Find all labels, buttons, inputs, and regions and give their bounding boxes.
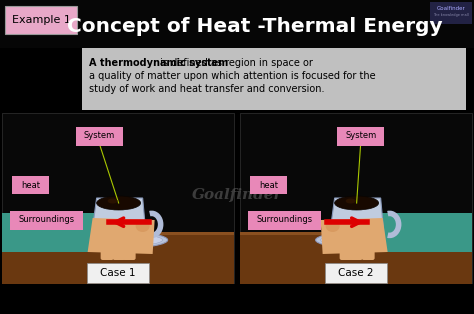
FancyBboxPatch shape xyxy=(248,210,321,230)
FancyBboxPatch shape xyxy=(340,242,353,260)
Bar xyxy=(240,232,472,235)
FancyBboxPatch shape xyxy=(325,263,387,283)
Ellipse shape xyxy=(78,232,168,248)
Ellipse shape xyxy=(82,234,163,246)
Text: heat: heat xyxy=(259,181,279,190)
Polygon shape xyxy=(2,213,98,252)
Bar xyxy=(82,48,466,110)
Bar xyxy=(430,2,472,24)
FancyBboxPatch shape xyxy=(362,242,374,260)
Polygon shape xyxy=(378,213,472,252)
Bar xyxy=(2,232,234,284)
FancyBboxPatch shape xyxy=(250,176,288,194)
Bar xyxy=(240,113,472,284)
Text: Case 2: Case 2 xyxy=(338,268,374,278)
FancyBboxPatch shape xyxy=(10,210,83,230)
Text: System: System xyxy=(345,132,376,140)
Ellipse shape xyxy=(316,232,406,248)
Ellipse shape xyxy=(97,196,141,210)
Text: Goalfinder: Goalfinder xyxy=(437,6,465,10)
FancyBboxPatch shape xyxy=(337,127,384,145)
Text: Example 1: Example 1 xyxy=(11,15,71,25)
FancyBboxPatch shape xyxy=(123,242,136,260)
Text: study of work and heat transfer and conversion.: study of work and heat transfer and conv… xyxy=(89,84,325,94)
Text: heat: heat xyxy=(21,181,40,190)
Bar xyxy=(2,232,234,235)
FancyBboxPatch shape xyxy=(87,263,149,283)
Ellipse shape xyxy=(108,198,118,203)
Bar xyxy=(0,284,474,314)
Text: Case 1: Case 1 xyxy=(100,268,136,278)
FancyBboxPatch shape xyxy=(113,242,126,260)
Text: Surroundings: Surroundings xyxy=(19,215,75,225)
FancyBboxPatch shape xyxy=(5,6,77,34)
Bar xyxy=(0,0,474,48)
Text: System: System xyxy=(84,132,115,140)
Ellipse shape xyxy=(320,234,401,246)
Polygon shape xyxy=(91,198,146,242)
Polygon shape xyxy=(328,198,384,242)
FancyBboxPatch shape xyxy=(76,127,123,145)
Bar xyxy=(2,113,234,284)
FancyBboxPatch shape xyxy=(12,176,49,194)
Ellipse shape xyxy=(326,220,340,232)
Ellipse shape xyxy=(346,198,356,203)
Text: is defined as region in space or: is defined as region in space or xyxy=(157,58,313,68)
Ellipse shape xyxy=(335,196,379,210)
Polygon shape xyxy=(88,218,155,254)
Text: The knowledge mall: The knowledge mall xyxy=(433,13,469,17)
Text: Surroundings: Surroundings xyxy=(257,215,313,225)
FancyBboxPatch shape xyxy=(350,242,363,260)
Ellipse shape xyxy=(136,220,150,232)
FancyBboxPatch shape xyxy=(100,242,114,260)
Text: a quality of matter upon which attention is focused for the: a quality of matter upon which attention… xyxy=(89,71,375,81)
Text: A thermodynamic system: A thermodynamic system xyxy=(89,58,228,68)
Polygon shape xyxy=(320,218,388,254)
Bar xyxy=(240,232,472,284)
Text: Concept of Heat -Thermal Energy: Concept of Heat -Thermal Energy xyxy=(67,18,443,36)
Text: Goalfinder: Goalfinder xyxy=(192,188,282,202)
